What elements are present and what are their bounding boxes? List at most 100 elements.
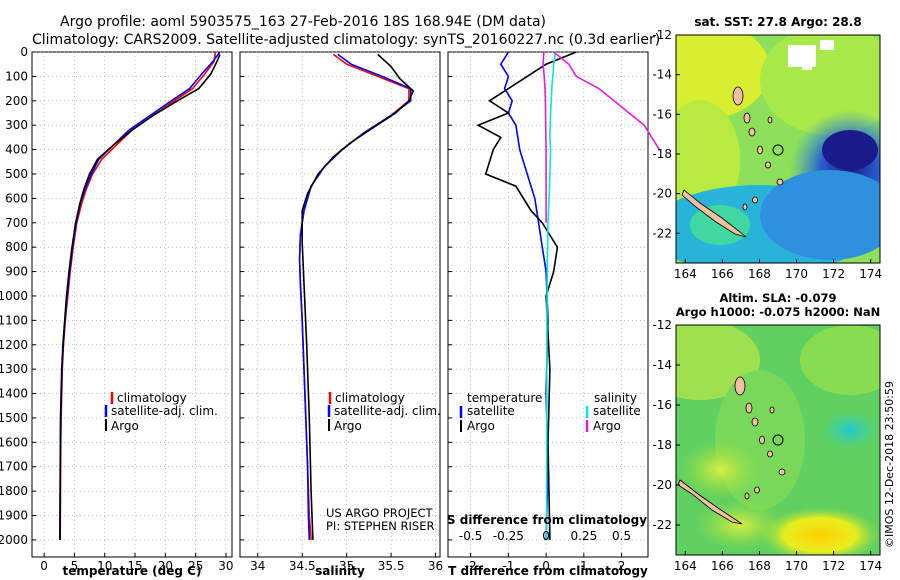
salinity-panel: 34 34.5 35 35.5 36 salinity climatology sate…: [239, 51, 443, 578]
x-tick-label: 35: [339, 559, 354, 573]
difference-legend: temperature salinity satellite Argo sate…: [459, 391, 641, 433]
s-diff-tick-label: 0.25: [570, 529, 597, 543]
legend-satellite-label: satellite-adj. clim.: [111, 404, 218, 418]
salinity-legend: climatology satellite-adj. clim. Argo: [327, 391, 441, 433]
sla-map-title-line1: Altim. SLA: -0.079: [719, 291, 836, 305]
legend-argo-label: Argo: [334, 419, 362, 433]
depth-tick-label: 1300: [0, 362, 28, 376]
x-tick-label: 20: [158, 559, 173, 573]
x-tick-label: 1: [580, 559, 588, 573]
series-line-satellite-adj-clim-: [298, 53, 412, 540]
x-tick-label: 25: [188, 559, 203, 573]
x-tick-label: 5: [71, 559, 79, 573]
lat-tick-label: -20: [652, 478, 672, 492]
x-tick-label: -1: [502, 559, 514, 573]
depth-tick-label: 500: [5, 167, 28, 181]
lat-tick-label: -14: [652, 68, 672, 82]
lon-tick-label: 172: [822, 559, 845, 573]
x-tick-label: 35.5: [378, 559, 405, 573]
lat-tick-label: -18: [652, 438, 672, 452]
series-line-argo: [301, 53, 415, 540]
x-tick-label: 30: [218, 559, 233, 573]
s-diff-tick-label: -0.25: [493, 529, 524, 543]
lon-tick-label: 174: [859, 267, 882, 281]
lat-tick-label: -12: [652, 28, 672, 42]
lon-tick-label: 170: [785, 267, 808, 281]
imos-watermark: ©IMOS 12-Dec-2018 23:50:59: [883, 381, 896, 548]
x-tick-label: 2: [618, 559, 626, 573]
figure-title-line2: Climatology: CARS2009. Satellite-adjuste…: [32, 32, 660, 48]
cloud-mask: [788, 45, 816, 67]
series-line-argo: [59, 54, 221, 540]
s-difference-ticks: -0.5 -0.25 0 0.25 0.5: [459, 529, 631, 543]
x-tick-label: -2: [465, 559, 477, 573]
depth-tick-label: 1500: [0, 411, 28, 425]
s-difference-label: S difference from climatology: [447, 513, 647, 527]
sst-map: sat. SST: 27.8 Argo: 28.8: [652, 15, 882, 281]
x-tick-label: 36: [428, 559, 443, 573]
depth-tick-label: 400: [5, 143, 28, 157]
lon-tick-label: 166: [711, 559, 734, 573]
legend-salinity-title: salinity: [594, 391, 637, 405]
land-islands: [681, 86, 784, 238]
lat-tick-label: -20: [652, 187, 672, 201]
difference-panel: -2 -1 0 1 2 T difference from climatology S …: [447, 51, 660, 578]
legend-argo-label: Argo: [111, 419, 139, 433]
legend-temp-argo-label: Argo: [467, 419, 495, 433]
lon-tick-label: 164: [674, 559, 697, 573]
depth-tick-label: 1900: [0, 509, 28, 523]
series-line-climatology: [298, 53, 410, 540]
s-diff-tick-label: -0.5: [459, 529, 482, 543]
depth-tick-label: 700: [5, 216, 28, 230]
difference-xlabel: T difference from climatology: [448, 564, 648, 578]
argo-float-position: [772, 144, 784, 156]
depth-tick-label: 1400: [0, 387, 28, 401]
series-line-salinity-argo-deep: [542, 51, 547, 223]
legend-temperature-title: temperature: [467, 391, 542, 405]
depth-tick-label: 100: [5, 69, 28, 83]
sst-map-title: sat. SST: 27.8 Argo: 28.8: [694, 15, 861, 29]
lon-tick-label: 168: [748, 267, 771, 281]
depth-tick-label: 300: [5, 118, 28, 132]
depth-tick-label: 1100: [0, 313, 28, 327]
depth-tick-label: 200: [5, 94, 28, 108]
sla-map-title-line2: Argo h1000: -0.075 h2000: NaN: [676, 305, 880, 319]
depth-tick-label: 600: [5, 191, 28, 205]
temperature-legend: climatology satellite-adj. clim. Argo: [104, 391, 218, 433]
depth-tick-label: 900: [5, 265, 28, 279]
legend-sal-argo-label: Argo: [593, 419, 621, 433]
legend-temp-satellite-label: satellite: [467, 404, 515, 418]
depth-tick-label: 1600: [0, 435, 28, 449]
lat-tick-label: -14: [652, 358, 672, 372]
x-tick-label: 0: [542, 559, 550, 573]
depth-tick-label: 1700: [0, 460, 28, 474]
legend-climatology-label: climatology: [117, 391, 187, 405]
project-annotation-line1: US ARGO PROJECT: [326, 506, 434, 520]
temperature-panel: 0 5 10 15 20 25 30 temperature (deg C) climato…: [31, 51, 234, 578]
lon-tick-label: 170: [785, 559, 808, 573]
project-annotation-line2: PI: STEPHEN RISER: [326, 519, 435, 533]
lat-tick-label: -16: [652, 398, 672, 412]
lon-tick-label: 172: [822, 267, 845, 281]
depth-tick-label: 0: [20, 45, 28, 59]
x-tick-label: 0: [40, 559, 48, 573]
land-islands: [677, 376, 786, 525]
lon-tick-label: 168: [748, 559, 771, 573]
depth-tick-label: 1800: [0, 484, 28, 498]
s-diff-tick-label: 0: [542, 529, 550, 543]
lon-tick-label: 174: [859, 559, 882, 573]
lat-tick-label: -18: [652, 147, 672, 161]
depth-tick-label: 800: [5, 240, 28, 254]
depth-axis: 0 100 200 300 400 500 600 700 800 900 1000 1100 1200…: [0, 45, 28, 547]
x-tick-label: 34.5: [289, 559, 316, 573]
lat-tick-label: -16: [652, 107, 672, 121]
depth-tick-label: 1200: [0, 338, 28, 352]
argo-float-position: [772, 434, 784, 446]
s-diff-tick-label: 0.5: [612, 529, 631, 543]
lat-tick-label: -22: [652, 226, 672, 240]
depth-tick-label: 1000: [0, 289, 28, 303]
lat-tick-label: -12: [652, 318, 672, 332]
salinity-xlabel: salinity: [315, 564, 365, 578]
legend-climatology-label: climatology: [335, 391, 405, 405]
